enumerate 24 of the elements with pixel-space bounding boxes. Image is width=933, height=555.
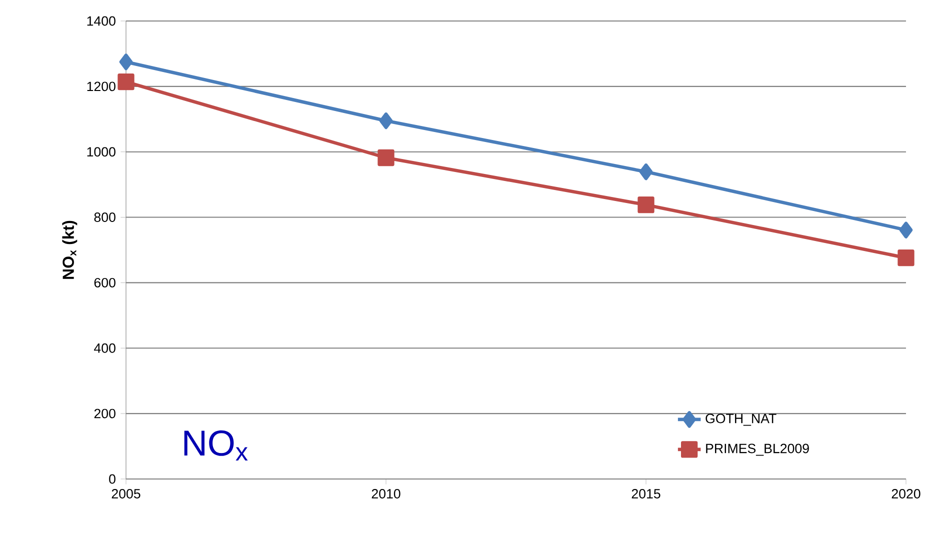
x-tick-label: 2005: [112, 489, 140, 498]
point: [638, 196, 654, 214]
y-tick-label: 0: [109, 474, 116, 484]
x-tick-label: 2010: [372, 489, 400, 498]
point: [118, 74, 134, 90]
legend-label: GOTH_NAT: [706, 414, 776, 426]
point: [379, 112, 393, 130]
y-tick-label: 800: [94, 212, 116, 222]
legend-label: PRIMES_BL2009: [706, 444, 809, 456]
y-tick-label: 1200: [87, 82, 116, 92]
point: [899, 222, 913, 238]
y-tick-label: 1000: [87, 147, 116, 157]
point: [378, 149, 394, 166]
point: [898, 250, 914, 266]
y-tick-label: 200: [94, 408, 116, 418]
y-axis-title: NO$_{x}$ (kt): [62, 220, 78, 279]
x-tick-label: 2020: [892, 489, 920, 498]
y-tick-label: 400: [94, 343, 116, 353]
point: [119, 54, 133, 70]
x-tick-label: 2015: [632, 489, 660, 498]
annotation: NO$_{x}$: [184, 430, 248, 461]
y-tick-label: 1400: [87, 16, 116, 26]
y-tick-label: 600: [94, 278, 116, 288]
point: [639, 163, 653, 180]
